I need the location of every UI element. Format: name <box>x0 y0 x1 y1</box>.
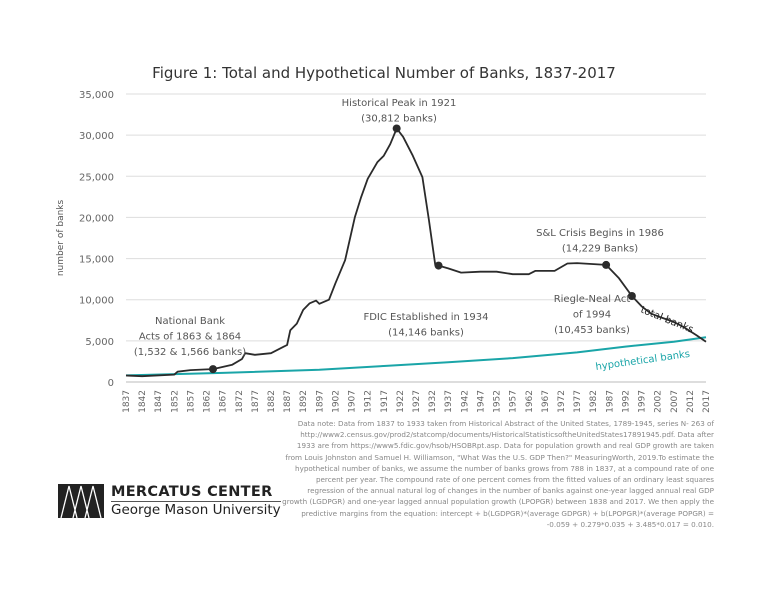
chart: Figure 1: Total and Hypothetical Number … <box>56 64 712 413</box>
x-tick-label: 2002 <box>654 390 664 413</box>
annotation-label: of 1994 <box>573 310 611 321</box>
x-tick-label: 1937 <box>444 390 454 413</box>
x-tick-label: 1932 <box>428 390 438 413</box>
x-tick-label: 1872 <box>235 390 245 413</box>
x-tick-label: 1902 <box>331 390 341 413</box>
logo-line2: George Mason University <box>111 502 281 518</box>
annotation-marker <box>434 261 443 270</box>
x-tick-label: 1927 <box>412 390 422 413</box>
series-label-hypothetical-banks: hypothetical banks <box>595 349 691 373</box>
x-tick-label: 1922 <box>396 390 406 413</box>
x-tick-label: 1857 <box>186 390 196 413</box>
y-tick-label: 0 <box>108 378 114 389</box>
y-tick-label: 25,000 <box>79 172 114 183</box>
series-line-total-banks <box>125 127 707 378</box>
annotation-label: S&L Crisis Begins in 1986 <box>536 228 664 239</box>
y-tick-label: 20,000 <box>79 213 114 224</box>
x-tick-label: 1992 <box>621 390 631 413</box>
logo-line1: MERCATUS CENTER <box>111 484 281 502</box>
mercatus-logo: MERCATUS CENTER George Mason University <box>58 484 281 518</box>
annotation-label: FDIC Established in 1934 <box>363 312 488 323</box>
logo-mark-icon <box>58 484 104 518</box>
x-tick-label: 1907 <box>348 390 358 413</box>
annotation-label: (30,812 banks) <box>361 114 437 125</box>
annotation-marker <box>627 291 636 300</box>
series-label-total-banks: total banks <box>639 305 695 336</box>
x-tick-label: 1917 <box>380 390 390 413</box>
x-tick-label: 1977 <box>573 390 583 413</box>
x-tick-label: 1987 <box>605 390 615 413</box>
x-tick-label: 1967 <box>541 390 551 413</box>
x-tick-label: 1867 <box>219 390 229 413</box>
x-tick-label: 1942 <box>460 390 470 413</box>
x-tick-label: 1847 <box>154 390 164 413</box>
x-tick-label: 1962 <box>525 390 535 413</box>
annotation-label: National Bank <box>155 316 225 327</box>
y-tick-label: 35,000 <box>79 90 114 101</box>
annotation-label: (1,532 & 1,566 banks) <box>134 347 246 358</box>
annotation-label: Historical Peak in 1921 <box>342 98 457 109</box>
x-tick-label: 1897 <box>315 390 325 413</box>
annotation-marker <box>392 124 401 133</box>
x-tick-label: 1882 <box>267 390 277 413</box>
x-tick-label: 2017 <box>702 390 712 413</box>
series-line-hypothetical-banks <box>125 336 707 377</box>
annotation-label: (14,146 banks) <box>388 328 464 339</box>
y-tick-label: 30,000 <box>79 131 114 142</box>
annotation-label: Riegle-Neal Act <box>554 294 631 305</box>
x-tick-label: 1912 <box>364 390 374 413</box>
x-tick-label: 1842 <box>138 390 148 413</box>
annotation-label: (10,453 banks) <box>554 325 630 336</box>
chart-title: Figure 1: Total and Hypothetical Number … <box>152 64 616 82</box>
data-note: Data note: Data from 1837 to 1933 taken … <box>282 419 714 529</box>
x-tick-label: 1947 <box>476 390 486 413</box>
x-tick-label: 1837 <box>122 390 132 413</box>
x-tick-label: 2007 <box>670 390 680 413</box>
y-tick-label: 10,000 <box>79 296 114 307</box>
annotation-marker <box>209 365 217 374</box>
annotation-marker <box>602 260 611 269</box>
x-tick-label: 1887 <box>283 390 293 413</box>
x-tick-label: 1877 <box>251 390 261 413</box>
x-tick-label: 1892 <box>299 390 309 413</box>
x-tick-label: 1952 <box>493 390 503 413</box>
y-tick-label: 5,000 <box>85 337 114 348</box>
annotation-label: (14,229 Banks) <box>562 244 638 255</box>
x-tick-label: 1972 <box>557 390 567 413</box>
y-tick-label: 15,000 <box>79 255 114 266</box>
x-tick-label: 1997 <box>638 390 648 413</box>
annotation-label: Acts of 1863 & 1864 <box>139 332 241 343</box>
x-tick-label: 2012 <box>686 390 696 413</box>
y-axis-label: number of banks <box>56 200 66 277</box>
x-tick-label: 1852 <box>170 390 180 413</box>
x-tick-label: 1982 <box>589 390 599 413</box>
x-tick-label: 1862 <box>203 390 213 413</box>
x-tick-label: 1957 <box>509 390 519 413</box>
